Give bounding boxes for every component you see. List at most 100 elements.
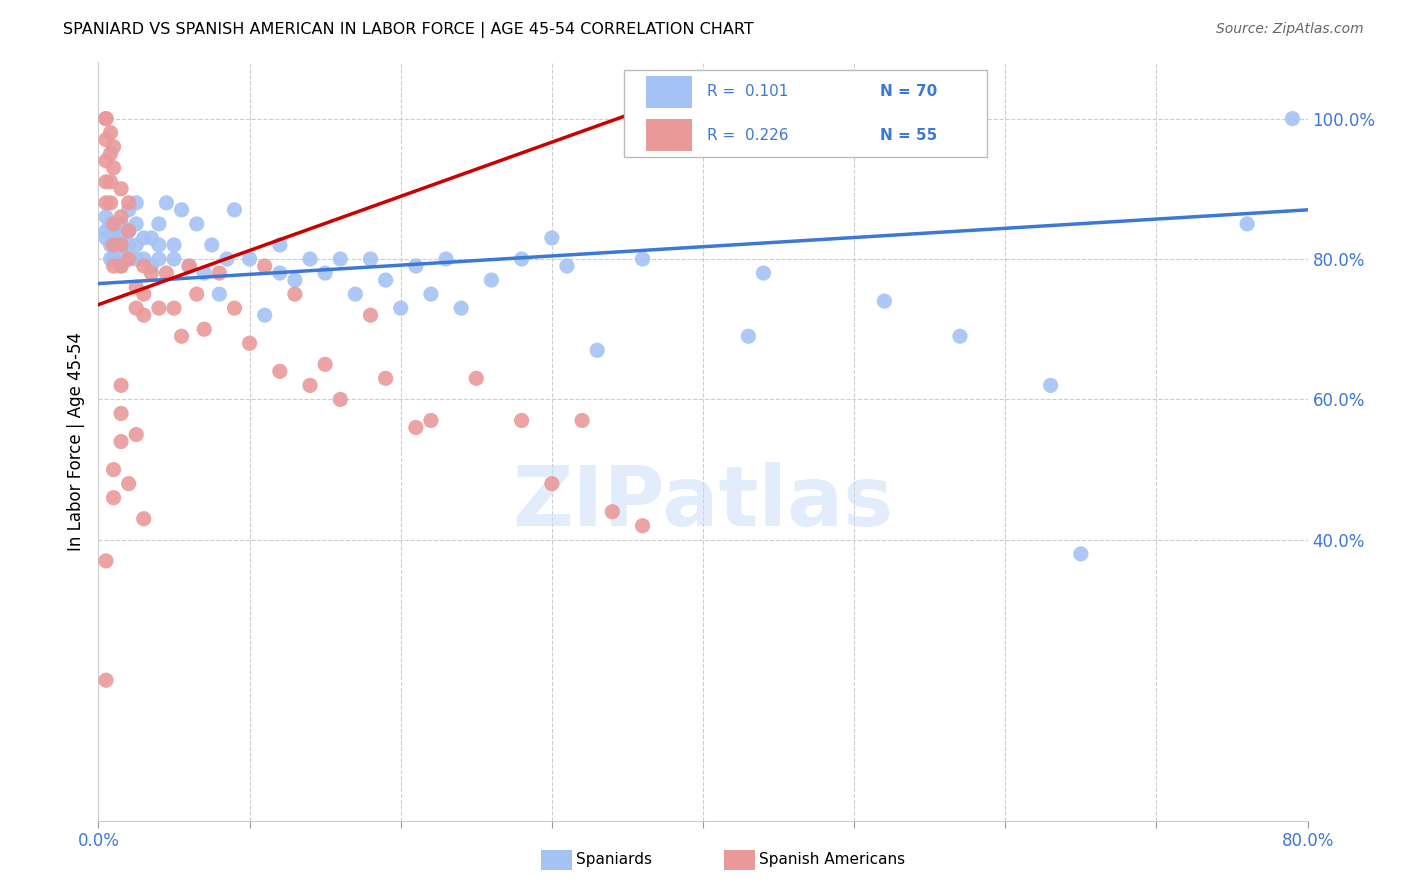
Point: [100, 146, 122, 161]
Point: [148, 252, 170, 266]
Point: [389, 301, 412, 315]
Point: [186, 287, 208, 301]
Point: [125, 238, 148, 252]
Point: [94, 112, 117, 126]
Point: [193, 322, 215, 336]
FancyBboxPatch shape: [647, 120, 692, 152]
Text: Source: ZipAtlas.com: Source: ZipAtlas.com: [1216, 22, 1364, 37]
Point: [103, 462, 125, 476]
Point: [94, 112, 117, 126]
Point: [661, 112, 683, 126]
Point: [110, 259, 132, 273]
Point: [344, 287, 367, 301]
Point: [239, 336, 262, 351]
Point: [374, 273, 396, 287]
Point: [118, 476, 141, 491]
Point: [118, 195, 141, 210]
Point: [118, 252, 141, 266]
Point: [110, 210, 132, 224]
Point: [540, 231, 562, 245]
Point: [110, 231, 132, 245]
Point: [125, 427, 148, 442]
Point: [141, 259, 163, 273]
FancyBboxPatch shape: [624, 70, 987, 157]
Point: [170, 329, 193, 343]
Point: [110, 238, 132, 252]
Point: [103, 161, 125, 175]
Point: [118, 224, 141, 238]
Point: [110, 244, 132, 259]
Point: [201, 238, 224, 252]
Point: [555, 259, 578, 273]
Point: [94, 153, 117, 168]
Point: [125, 252, 148, 266]
Point: [631, 518, 654, 533]
Point: [94, 231, 117, 245]
Point: [110, 259, 132, 273]
Point: [103, 491, 125, 505]
Point: [193, 266, 215, 280]
Text: ZIPatlas: ZIPatlas: [513, 462, 893, 542]
Point: [450, 301, 472, 315]
Point: [360, 252, 382, 266]
Point: [1039, 378, 1062, 392]
Point: [179, 259, 201, 273]
Point: [374, 371, 396, 385]
Point: [360, 308, 382, 322]
Point: [103, 259, 125, 273]
Point: [132, 252, 155, 266]
Point: [170, 202, 193, 217]
Point: [132, 512, 155, 526]
Point: [110, 407, 132, 421]
Point: [239, 252, 262, 266]
Point: [752, 266, 775, 280]
Point: [118, 238, 141, 252]
Point: [224, 202, 246, 217]
Point: [118, 224, 141, 238]
Point: [103, 231, 125, 245]
Point: [224, 301, 246, 315]
Point: [132, 259, 155, 273]
Point: [125, 195, 148, 210]
Point: [100, 126, 122, 140]
Point: [540, 476, 562, 491]
Point: [163, 252, 186, 266]
Point: [284, 287, 307, 301]
Point: [1236, 217, 1258, 231]
Point: [103, 252, 125, 266]
Point: [465, 371, 488, 385]
Point: [571, 413, 593, 427]
Point: [103, 139, 125, 153]
Point: [208, 266, 231, 280]
Point: [100, 238, 122, 252]
Text: N = 55: N = 55: [880, 128, 936, 143]
Point: [510, 252, 533, 266]
Point: [118, 202, 141, 217]
Point: [737, 329, 759, 343]
Point: [186, 217, 208, 231]
Point: [132, 308, 155, 322]
Point: [949, 329, 972, 343]
Point: [510, 413, 533, 427]
Point: [269, 266, 291, 280]
Point: [155, 266, 177, 280]
Point: [148, 301, 170, 315]
Point: [118, 252, 141, 266]
Point: [100, 252, 122, 266]
Point: [586, 343, 609, 358]
Point: [163, 238, 186, 252]
Point: [148, 238, 170, 252]
Text: N = 70: N = 70: [880, 85, 936, 99]
FancyBboxPatch shape: [647, 76, 692, 108]
Point: [253, 308, 276, 322]
Point: [299, 378, 322, 392]
Point: [94, 554, 117, 568]
Point: [269, 364, 291, 378]
Text: R =  0.101: R = 0.101: [707, 85, 787, 99]
Point: [148, 217, 170, 231]
Point: [314, 266, 336, 280]
Point: [215, 252, 238, 266]
Point: [179, 259, 201, 273]
Point: [110, 378, 132, 392]
Point: [434, 252, 457, 266]
